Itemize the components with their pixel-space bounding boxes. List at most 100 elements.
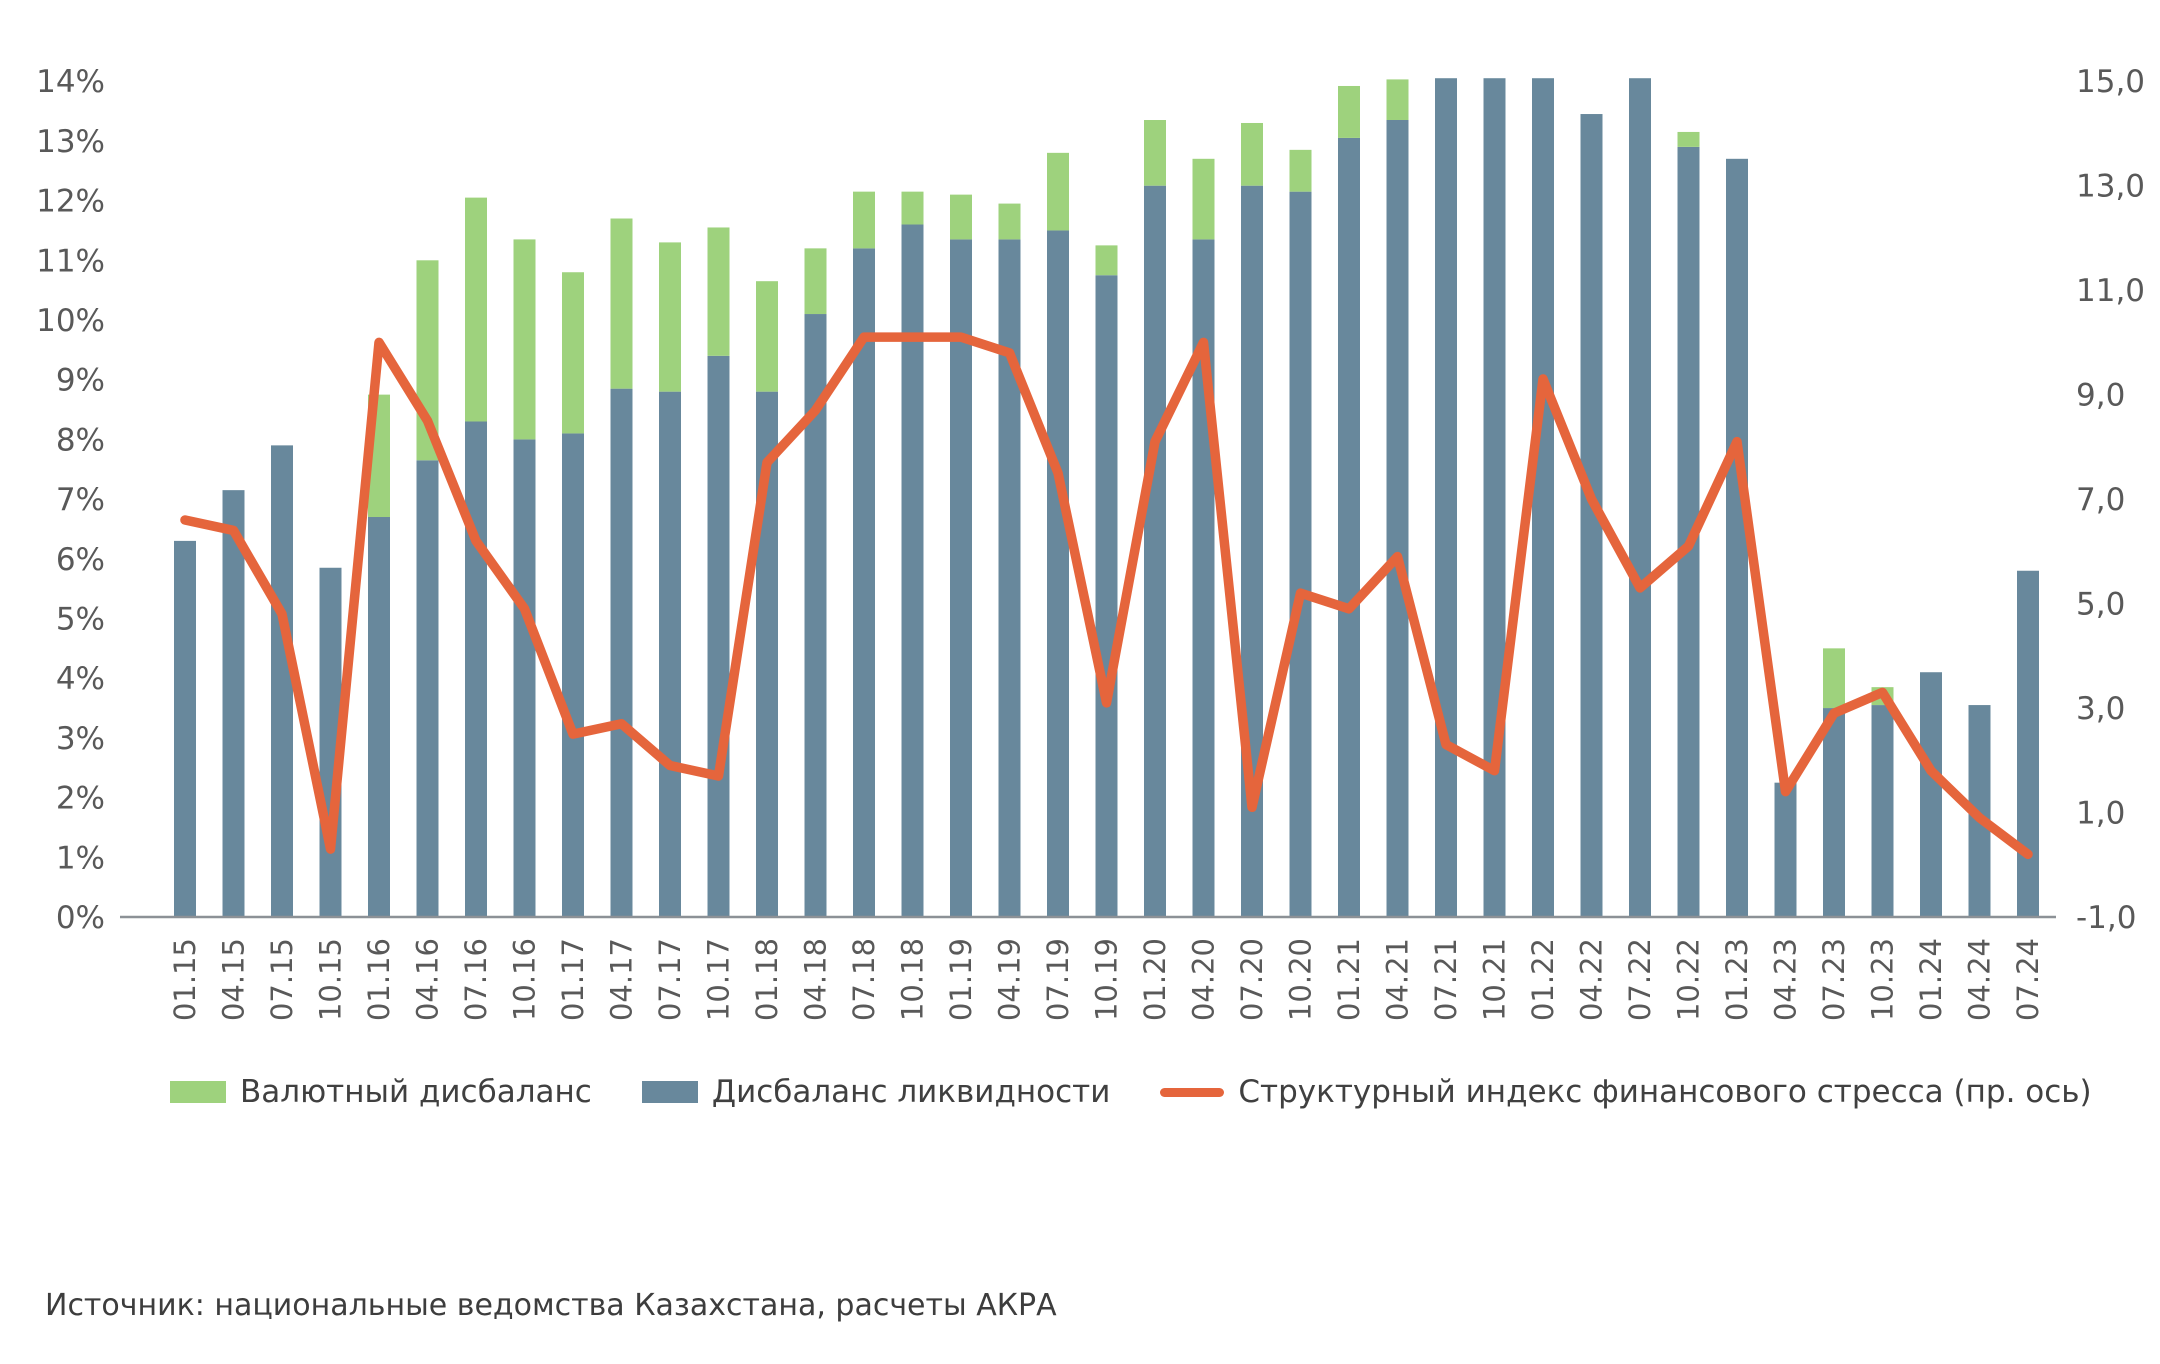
chart-area: 0% 1% 2% 3% 4% 5% 6% 7% 8% 9% 10% 11% 12% 13% 14% -1,0 1… — [36, 64, 2145, 1021]
bar-currency — [707, 227, 730, 356]
bar-liquidity — [513, 439, 536, 917]
x-axis-tick: 04.19 — [993, 938, 1027, 1021]
x-axis-tick: 04.18 — [799, 938, 833, 1021]
bar-liquidity — [1968, 705, 1991, 917]
bar-liquidity — [1580, 114, 1603, 917]
x-axis-tick: 01.19 — [944, 938, 978, 1021]
x-axis-tick: 07.24 — [2011, 938, 2045, 1021]
bar-liquidity — [1823, 708, 1845, 917]
x-axis-tick: 01.15 — [168, 938, 202, 1021]
right-axis-tick: 5,0 — [2076, 587, 2125, 623]
bar-currency — [610, 218, 633, 389]
liquidity-swatch-icon — [641, 1081, 698, 1103]
x-axis-tick: 07.17 — [653, 938, 687, 1021]
x-axis-tick: 10.18 — [896, 938, 930, 1021]
legend-item-liquidity: Дисбаланс ликвидности — [641, 1074, 1110, 1110]
right-axis-tick: -1,0 — [2076, 900, 2137, 936]
left-axis-tick: 13% — [36, 124, 105, 160]
x-axis-tick: 10.19 — [1090, 938, 1124, 1021]
x-axis-tick: 07.16 — [459, 938, 493, 1021]
x-axis-tick: 01.17 — [556, 938, 590, 1021]
legend-label-stress-index: Структурный индекс финансового стресса (… — [1238, 1074, 2092, 1110]
stress-line-swatch-icon — [1160, 1087, 1225, 1097]
x-axis-tick: 01.23 — [1720, 938, 1754, 1021]
bar-liquidity — [1483, 78, 1506, 918]
left-axis-tick: 11% — [36, 243, 105, 279]
bar-liquidity — [1726, 158, 1748, 917]
bar-currency — [950, 194, 972, 240]
right-axis-tick: 1,0 — [2076, 796, 2125, 832]
bar-liquidity — [950, 239, 972, 917]
left-axis-tick: 14% — [36, 64, 105, 100]
left-axis: 0% 1% 2% 3% 4% 5% 6% 7% 8% 9% 10% 11% 12% 13% 14% — [36, 64, 105, 936]
bar-liquidity — [998, 239, 1021, 917]
x-axis-tick: 10.22 — [1672, 938, 1706, 1021]
bar-liquidity — [1144, 185, 1166, 918]
bar-liquidity — [901, 224, 924, 918]
bar-liquidity — [1774, 782, 1797, 917]
x-axis-tick: 01.21 — [1332, 938, 1366, 1021]
bar-currency — [513, 239, 536, 440]
x-axis-tick: 10.15 — [314, 938, 348, 1021]
right-axis-tick: 15,0 — [2076, 64, 2145, 100]
x-axis-labels: 01.15 04.15 07.15 10.15 01.16 04.16 07.16 10.16… — [168, 938, 2045, 1021]
right-axis-tick: 9,0 — [2076, 378, 2125, 414]
left-axis-tick: 0% — [56, 900, 105, 936]
left-axis-tick: 4% — [56, 661, 105, 697]
x-axis-tick: 07.20 — [1235, 938, 1269, 1021]
left-axis-tick: 2% — [56, 781, 105, 817]
bar-liquidity — [804, 314, 827, 917]
left-axis-tick: 7% — [56, 482, 105, 518]
bar-currency — [1677, 131, 1700, 147]
x-axis-tick: 04.22 — [1575, 938, 1609, 1021]
bar-liquidity — [222, 490, 245, 917]
bar-liquidity — [1677, 146, 1700, 917]
left-axis-tick: 8% — [56, 422, 105, 458]
x-axis-tick: 04.15 — [217, 938, 251, 1021]
x-axis-tick: 07.22 — [1623, 938, 1657, 1021]
bars-group — [174, 78, 2039, 918]
left-axis-tick: 9% — [56, 363, 105, 399]
right-axis-tick: 7,0 — [2076, 482, 2125, 518]
left-axis-tick: 3% — [56, 721, 105, 757]
bar-liquidity — [1532, 78, 1554, 918]
bar-liquidity — [1435, 78, 1457, 918]
x-axis-tick: 01.20 — [1138, 938, 1172, 1021]
bar-currency — [1823, 648, 1845, 709]
bar-currency — [804, 248, 827, 315]
left-axis-tick: 6% — [56, 542, 105, 578]
bar-liquidity — [465, 421, 487, 917]
left-axis-tick: 10% — [36, 303, 105, 339]
bar-liquidity — [1095, 275, 1118, 918]
x-axis-tick: 10.23 — [1866, 938, 1900, 1021]
bar-currency — [1386, 79, 1409, 121]
stacked-bar-line-chart: 0% 1% 2% 3% 4% 5% 6% 7% 8% 9% 10% 11% 12% 13% 14% -1,0 1… — [36, 64, 2145, 1021]
bar-liquidity — [174, 540, 196, 917]
x-axis-tick: 07.15 — [265, 938, 299, 1021]
legend-item-currency: Валютный дисбаланс — [170, 1074, 592, 1110]
bar-currency — [1095, 245, 1118, 276]
left-axis-tick: 12% — [36, 184, 105, 220]
bar-currency — [853, 191, 875, 249]
right-axis-tick: 3,0 — [2076, 691, 2125, 727]
bar-liquidity — [659, 391, 681, 917]
x-axis-tick: 07.18 — [847, 938, 881, 1021]
left-axis-tick: 5% — [56, 602, 105, 638]
bar-liquidity — [1386, 120, 1409, 917]
bar-liquidity — [1629, 78, 1651, 918]
chart-legend: Валютный дисбаланс Дисбаланс ликвидности… — [170, 1070, 2160, 1114]
x-axis-tick: 10.17 — [702, 938, 736, 1021]
bar-currency — [901, 191, 924, 225]
x-axis-tick: 04.16 — [411, 938, 445, 1021]
x-axis-tick: 04.24 — [1963, 938, 1997, 1021]
bar-liquidity — [368, 517, 390, 917]
bar-liquidity — [1920, 672, 1942, 917]
bar-liquidity — [271, 445, 293, 917]
stress-index-line — [180, 332, 2033, 860]
x-axis-tick: 04.17 — [605, 938, 639, 1021]
x-axis-tick: 01.16 — [362, 938, 396, 1021]
bar-currency — [1289, 149, 1312, 192]
x-axis-tick: 07.23 — [1817, 938, 1851, 1021]
currency-swatch-icon — [170, 1081, 226, 1103]
bar-liquidity — [1871, 705, 1894, 917]
